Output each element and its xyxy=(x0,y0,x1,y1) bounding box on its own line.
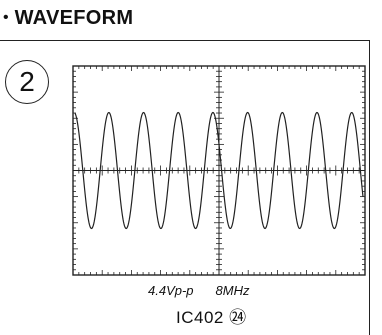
waveform-number-badge: 2 xyxy=(5,60,49,104)
amplitude-label: 4.4Vp-p xyxy=(148,283,194,298)
waveform-trace xyxy=(74,111,364,230)
probe-point-label: IC402 ㉔ xyxy=(176,308,247,327)
oscilloscope-grid xyxy=(72,65,366,276)
frequency-label: 8MHz xyxy=(215,283,250,298)
measurement-readout: 4.4Vp-p 8MHz xyxy=(148,283,298,298)
section-title: WAVEFORM xyxy=(14,6,134,29)
waveform-frame xyxy=(0,40,370,335)
waveform-heading: • WAVEFORM xyxy=(3,5,133,31)
bullet-icon: • xyxy=(3,9,9,26)
